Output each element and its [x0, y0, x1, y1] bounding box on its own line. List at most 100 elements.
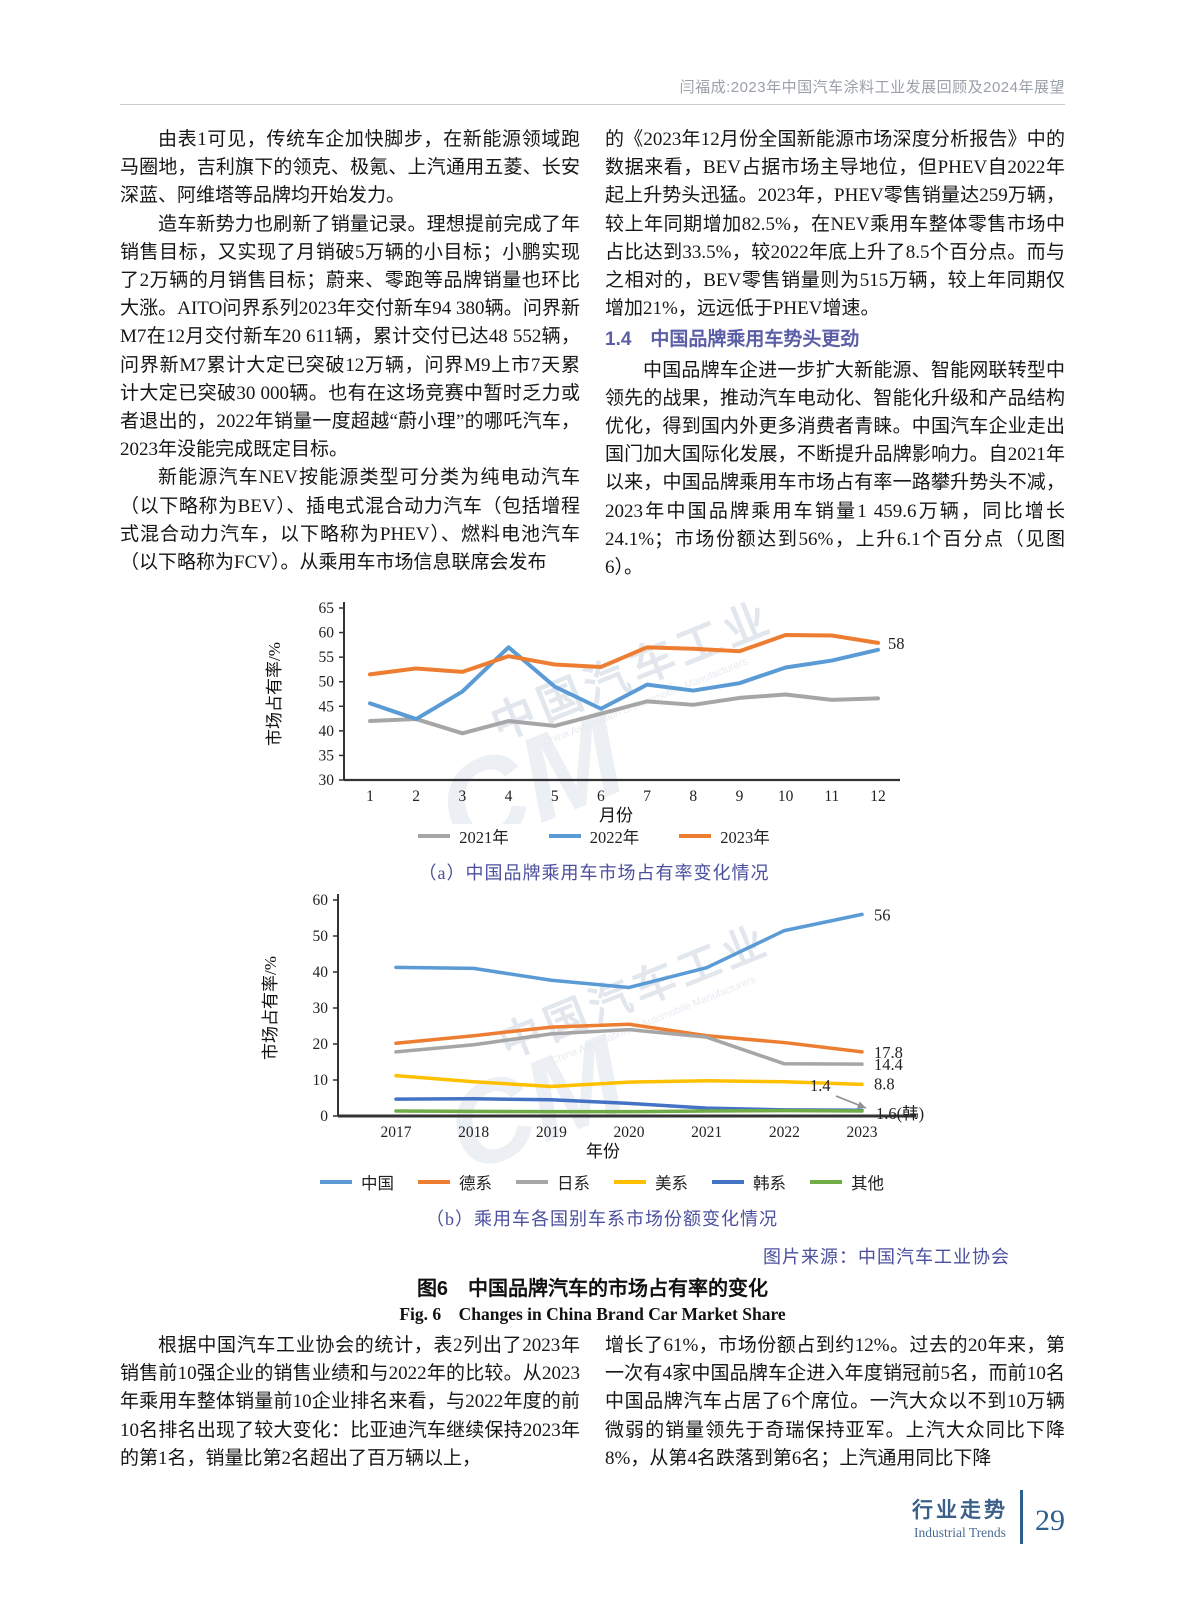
- footer-section-label-en: Industrial Trends: [914, 1524, 1006, 1540]
- x-tick-label: 6: [597, 788, 605, 805]
- legend-label: 中国: [361, 1174, 394, 1193]
- x-tick-label: 2023: [847, 1124, 878, 1141]
- legend-item-2023: 2023年: [679, 824, 770, 848]
- legend-swatch: [320, 1180, 352, 1184]
- x-tick-label: 2017: [381, 1124, 412, 1141]
- y-tick-label: 65: [319, 600, 335, 617]
- paragraph: 由表1可见，传统车企加快脚步，在新能源领域跑马圈地，吉利旗下的领克、极氪、上汽通…: [120, 129, 580, 207]
- legend-label: 2023年: [720, 828, 770, 847]
- leader-arrowhead: [857, 1101, 866, 1109]
- page-number: 29: [1035, 1504, 1065, 1537]
- right-column-bottom: 增长了61%，市场份额占到约12%。过去的20年来，第一次有4家中国品牌车企进入…: [605, 1332, 1065, 1473]
- y-axis-title: 市场占有率/%: [261, 956, 280, 1060]
- y-tick-label: 0: [320, 1108, 328, 1125]
- legend-label: 韩系: [753, 1174, 786, 1193]
- paragraph: 新能源汽车NEV按能源类型可分类为纯电动汽车（以下略称为BEV）、插电式混合动力…: [120, 467, 580, 574]
- left-column: 由表1可见，传统车企加快脚步，在新能源领域跑马圈地，吉利旗下的领克、极氪、上汽通…: [120, 126, 580, 582]
- x-tick-label: 2: [412, 788, 420, 805]
- x-tick-label: 3: [458, 788, 466, 805]
- svg-text:China Association of Automobil: China Association of Automobile Manufact…: [549, 974, 758, 1068]
- series-end-label: 8.8: [874, 1074, 895, 1093]
- x-tick-label: 2022: [769, 1124, 800, 1141]
- legend-swatch: [418, 1180, 450, 1184]
- x-tick-label: 2021: [691, 1124, 722, 1141]
- y-tick-label: 10: [313, 1072, 329, 1089]
- legend-item-other: 其他: [810, 1170, 884, 1194]
- caption-a: （a）中国品牌乘用车市场占有率变化情况: [418, 863, 770, 883]
- series-line-2023年: [368, 633, 880, 677]
- legend-item-2022: 2022年: [548, 824, 640, 848]
- series-end-label: 1.6(韩): [876, 1104, 924, 1123]
- legend-item-american: 美系: [614, 1170, 688, 1194]
- legend-label: 日系: [557, 1174, 590, 1193]
- legend-label: 其他: [851, 1174, 884, 1193]
- svg-text:中国汽车工业: 中国汽车工业: [484, 594, 781, 750]
- x-tick-label: 10: [778, 788, 794, 805]
- series-line-2022年: [368, 645, 880, 722]
- caption-b: （b）乘用车各国别车系市场份额变化情况: [426, 1209, 778, 1229]
- right-column: 的《2023年12月份全国新能源市场深度分析报告》中的数据来看，BEV占据市场主…: [605, 126, 1065, 582]
- series-line-韩系: [394, 1096, 864, 1112]
- figure-caption-en: Fig. 6 Changes in China Brand Car Market…: [399, 1304, 786, 1324]
- legend-label: 2021年: [459, 828, 509, 847]
- y-tick-label: 40: [313, 964, 329, 981]
- legend-label: 2022年: [589, 828, 640, 847]
- series-line-日系: [394, 1027, 864, 1066]
- running-head: 闫福成:2023年中国汽车涂料工业发展回顾及2024年展望: [679, 79, 1065, 96]
- y-tick-label: 55: [319, 649, 335, 666]
- x-tick-label: 2020: [614, 1124, 645, 1141]
- x-tick-label: 7: [643, 788, 651, 805]
- x-axis-title: 月份: [599, 806, 633, 824]
- paragraph: 中国品牌车企进一步扩大新能源、智能网联转型中领先的战果，推动汽车电动化、智能化升…: [605, 359, 1065, 579]
- paragraph: 增长了61%，市场份额占到约12%。过去的20年来，第一次有4家中国品牌车企进入…: [605, 1335, 1065, 1469]
- x-tick-label: 11: [824, 788, 839, 805]
- y-tick-label: 60: [319, 625, 335, 642]
- body-text-bottom: 根据中国汽车工业协会的统计，表2列出了2023年销售前10强企业的销售业绩和与2…: [120, 1332, 1065, 1473]
- series-line-德系: [394, 1022, 864, 1054]
- series-end-label: 56: [874, 905, 891, 924]
- y-tick-label: 35: [319, 747, 335, 764]
- chart-a-legend: 2021年 2022年 2023年: [256, 824, 932, 848]
- paragraph: 根据中国汽车工业协会的统计，表2列出了2023年销售前10强企业的销售业绩和与2…: [120, 1335, 580, 1469]
- header-divider: [120, 104, 1065, 105]
- y-tick-label: 30: [319, 772, 335, 789]
- body-text-top: 由表1可见，传统车企加快脚步，在新能源领域跑马圈地，吉利旗下的领克、极氪、上汽通…: [120, 126, 1065, 582]
- chart-b-legend: 中国 德系 日系 美系 韩系 其他: [252, 1170, 952, 1194]
- legend-swatch: [418, 834, 451, 838]
- series-line-2021年: [368, 692, 880, 736]
- footer-section-label: 行业走势: [912, 1498, 1008, 1522]
- x-tick-label: 4: [505, 788, 513, 805]
- series-end-label: 17.8: [874, 1043, 903, 1062]
- x-tick-label: 12: [870, 788, 886, 805]
- series-line-美系: [394, 1073, 864, 1089]
- series-line-中国: [394, 912, 864, 990]
- x-tick-label: 9: [736, 788, 744, 805]
- legend-label: 德系: [459, 1174, 492, 1193]
- legend-swatch: [679, 834, 712, 838]
- x-tick-label: 5: [551, 788, 559, 805]
- legend-swatch: [712, 1180, 744, 1184]
- y-tick-label: 50: [319, 674, 335, 691]
- image-source: 图片来源：中国汽车工业协会: [763, 1247, 1010, 1267]
- paragraph: 造车新势力也刷新了销量记录。理想提前完成了年销售目标，又实现了月销破5万辆的小目…: [120, 213, 580, 461]
- y-axis-title: 市场占有率/%: [265, 642, 284, 746]
- svg-text:中国汽车工业: 中国汽车工业: [493, 916, 778, 1067]
- x-tick-label: 8: [689, 788, 697, 805]
- series-end-label: 14.4: [874, 1055, 903, 1074]
- legend-swatch: [614, 1180, 646, 1184]
- y-tick-label: 30: [313, 1000, 329, 1017]
- page-footer: 行业走势 Industrial Trends 29: [912, 1490, 1065, 1544]
- series-end-label: 1.4: [810, 1076, 831, 1095]
- x-tick-label: 2018: [458, 1124, 489, 1141]
- svg-text:CM: CM: [419, 685, 645, 824]
- legend-item-japanese: 日系: [516, 1170, 590, 1194]
- y-tick-label: 60: [313, 892, 329, 909]
- left-column-bottom: 根据中国汽车工业协会的统计，表2列出了2023年销售前10强企业的销售业绩和与2…: [120, 1332, 580, 1473]
- legend-item-german: 德系: [418, 1170, 492, 1194]
- legend-swatch: [548, 834, 581, 838]
- legend-item-2021: 2021年: [418, 824, 509, 848]
- chart-a: CM 中国汽车工业 China Association of Automobile …: [256, 594, 932, 885]
